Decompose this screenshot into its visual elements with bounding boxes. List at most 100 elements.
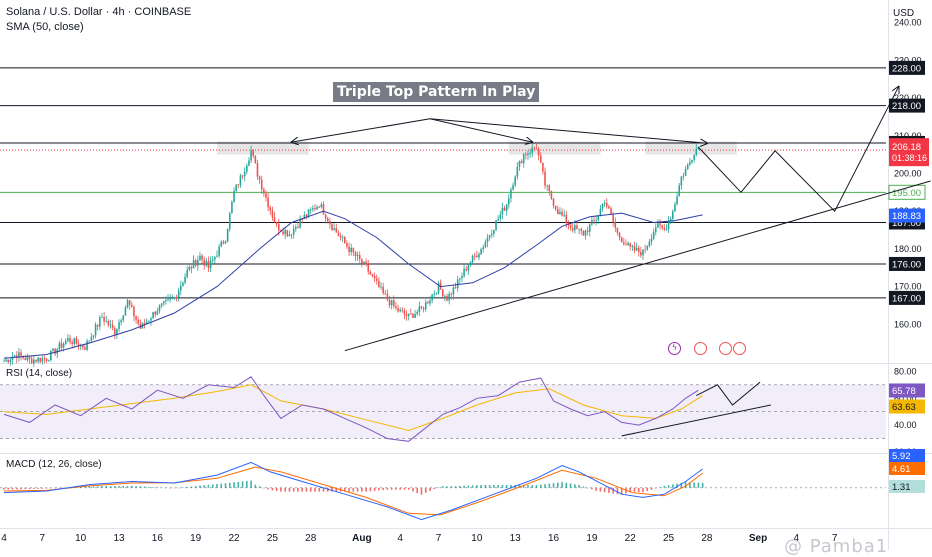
histogram-bar xyxy=(386,487,389,490)
candle-body xyxy=(186,269,188,277)
candle-body xyxy=(290,234,293,236)
histogram-bar xyxy=(62,487,65,489)
candle-body xyxy=(646,245,649,250)
candle-body xyxy=(420,306,423,308)
candle-body xyxy=(71,342,73,344)
histogram-bar xyxy=(625,487,627,494)
histogram-bar xyxy=(672,484,674,488)
candle-body xyxy=(427,302,429,304)
histogram-bar xyxy=(84,486,86,488)
histogram-bar xyxy=(233,482,235,488)
candle-body xyxy=(599,208,602,216)
candle-body xyxy=(182,282,184,286)
histogram-bar xyxy=(331,487,333,492)
candle-body xyxy=(537,149,540,156)
histogram-bar xyxy=(646,487,649,491)
candles xyxy=(3,143,700,368)
histogram-bar xyxy=(143,486,146,488)
candle-body xyxy=(424,302,427,310)
candle-body xyxy=(667,220,670,230)
histogram-bar xyxy=(237,481,240,488)
candle-body xyxy=(116,329,118,335)
histogram-bar xyxy=(629,487,632,493)
candle-body xyxy=(682,175,685,177)
candle-body xyxy=(211,259,214,261)
signal-value-label: 4.61 xyxy=(892,464,911,475)
sma-badge-label: 188.83 xyxy=(892,211,921,222)
histogram-bar xyxy=(105,486,108,488)
candle-body xyxy=(175,297,178,299)
macd-value-label: 5.92 xyxy=(892,451,911,462)
pattern-line xyxy=(429,118,707,144)
candle-body xyxy=(201,255,203,260)
histogram-bar xyxy=(586,487,589,489)
time-axis-tick: 7 xyxy=(40,533,46,544)
candle-body xyxy=(401,309,404,311)
histogram-bar xyxy=(569,483,572,488)
candle-body xyxy=(58,343,61,350)
candle-body xyxy=(561,211,563,216)
time-axis-tick: 16 xyxy=(152,533,164,544)
histogram-bar xyxy=(24,487,27,490)
candle-body xyxy=(96,324,99,327)
candle-body xyxy=(5,359,7,362)
candle-body xyxy=(329,221,331,225)
histogram-bar xyxy=(659,487,661,488)
candle-body xyxy=(680,176,683,186)
candle-body xyxy=(179,285,182,291)
candle-body xyxy=(397,307,399,312)
price-axis-tick: 220.00 xyxy=(894,93,922,103)
us-flag-event-icon[interactable] xyxy=(694,342,707,355)
candle-body xyxy=(533,147,536,149)
candle-body xyxy=(446,295,448,301)
histogram-bar xyxy=(186,486,188,488)
time-axis-tick: 28 xyxy=(305,533,317,544)
candle-body xyxy=(388,299,391,306)
price-axis-tick: 210.00 xyxy=(894,131,922,141)
candle-body xyxy=(601,204,604,209)
candle-body xyxy=(454,287,457,289)
candle-body xyxy=(693,154,695,160)
candle-body xyxy=(450,293,453,295)
candle-body xyxy=(625,244,627,246)
candle-body xyxy=(312,208,314,210)
candle-body xyxy=(9,359,12,363)
candle-body xyxy=(350,247,352,253)
candle-body xyxy=(603,202,606,205)
candle-body xyxy=(292,228,295,235)
histogram-bar xyxy=(220,483,223,488)
candle-body xyxy=(627,242,629,245)
histogram-bar xyxy=(131,485,133,488)
histogram-bar xyxy=(101,486,103,488)
candle-body xyxy=(73,338,76,344)
us-flag-event-icon-3[interactable] xyxy=(733,342,746,355)
candle-body xyxy=(326,218,329,222)
histogram-bar xyxy=(160,487,163,489)
histogram-bar xyxy=(637,487,640,493)
level-badge xyxy=(888,184,926,200)
histogram-bar xyxy=(301,487,303,492)
candle-body xyxy=(514,176,516,185)
candle-body xyxy=(550,191,553,199)
level-badge-label: 195.00 xyxy=(892,188,921,199)
us-flag-event-icon-2[interactable] xyxy=(719,342,732,355)
time-axis-tick: 16 xyxy=(548,533,560,544)
histogram-bar xyxy=(531,485,534,488)
histogram-bar xyxy=(403,487,406,490)
candle-body xyxy=(467,265,470,271)
histogram-bar xyxy=(595,487,597,491)
candle-body xyxy=(86,340,88,350)
histogram-bar xyxy=(390,487,393,490)
pattern-arrow xyxy=(292,118,431,142)
histogram-bar xyxy=(429,487,431,491)
candle-body xyxy=(456,279,459,289)
candle-body xyxy=(113,328,116,335)
candle-body xyxy=(158,305,161,312)
histogram-bar xyxy=(297,487,299,492)
candle-body xyxy=(631,245,634,247)
candle-body xyxy=(209,260,212,269)
histogram-bar xyxy=(165,487,167,489)
histogram-bar xyxy=(365,487,367,492)
lightning-event-icon[interactable]: ϟ xyxy=(668,342,681,355)
